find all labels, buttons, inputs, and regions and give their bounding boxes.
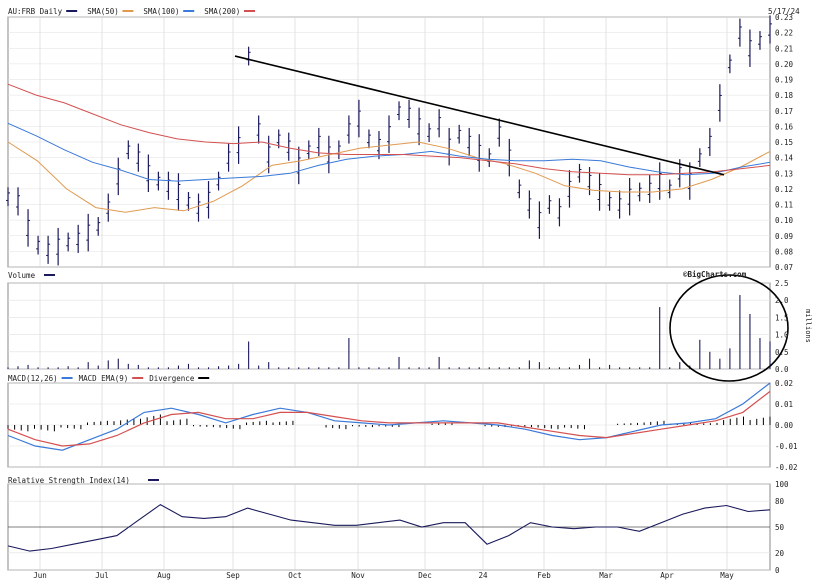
y-tick-label: 2.5 xyxy=(775,279,789,288)
x-tick-label: Mar xyxy=(599,571,613,580)
x-tick-label: Feb xyxy=(537,571,551,580)
y-tick-label: 1.5 xyxy=(775,313,789,322)
sma-100-line xyxy=(7,122,771,182)
y-tick-label: 0.20 xyxy=(775,60,794,69)
y-tick-label: 0.09 xyxy=(775,232,793,241)
y-tick-label: 0.08 xyxy=(775,247,794,256)
y-tick-label: 0.13 xyxy=(775,169,793,178)
y-tick-label: 0.22 xyxy=(775,29,793,38)
macd-line xyxy=(7,382,771,451)
sma-50-line xyxy=(7,141,771,213)
y-axis-label: millions xyxy=(804,309,812,343)
y-tick-label: -0.01 xyxy=(775,442,798,451)
y-tick-label: 0.23 xyxy=(775,13,793,22)
y-tick-label: 0.14 xyxy=(775,154,794,163)
x-tick-label: Jun xyxy=(33,571,47,580)
y-tick-label: 0.17 xyxy=(775,107,793,116)
x-tick-label: Apr xyxy=(660,571,674,580)
y-tick-label: 80 xyxy=(775,497,785,506)
date-label: 5/17/24 xyxy=(768,7,800,16)
y-tick-label: 0.01 xyxy=(775,400,793,409)
y-tick-label: -0.02 xyxy=(775,463,798,472)
y-tick-label: 0.11 xyxy=(775,201,793,210)
y-tick-label: 0.15 xyxy=(775,138,793,147)
trendline-annotation xyxy=(234,55,725,176)
y-tick-label: 0.10 xyxy=(775,216,794,225)
x-tick-label: Jul xyxy=(95,571,109,580)
y-tick-label: 0.02 xyxy=(775,379,793,388)
y-tick-label: 50 xyxy=(775,523,785,532)
y-tick-label: 0.00 xyxy=(775,421,794,430)
y-tick-label: 100 xyxy=(775,480,789,489)
legend-label: SMA(100) xyxy=(143,7,179,16)
x-tick-label: Nov xyxy=(351,571,365,580)
y-tick-label: 0.16 xyxy=(775,122,794,131)
volume-circle-annotation xyxy=(669,274,789,382)
y-tick-label: 0 xyxy=(775,566,780,575)
x-tick-label: Sep xyxy=(226,571,240,580)
legend-label: AU:FRB Daily xyxy=(8,7,63,16)
x-tick-label: Dec xyxy=(418,571,432,580)
y-tick-label: 0.12 xyxy=(775,185,793,194)
y-tick-label: 0.0 xyxy=(775,365,789,374)
legend-label: SMA(200) xyxy=(204,7,240,16)
legend-label: Relative Strength Index(14) xyxy=(8,476,130,485)
y-tick-label: 20 xyxy=(775,549,785,558)
macd-ema-line xyxy=(7,390,771,447)
y-tick-label: 0.18 xyxy=(775,91,794,100)
legend-label: MACD(12,26) xyxy=(8,374,58,383)
volume-panel xyxy=(7,282,771,370)
x-tick-label: Oct xyxy=(288,571,302,580)
x-tick-label: May xyxy=(720,571,734,580)
y-tick-label: 0.5 xyxy=(775,348,789,357)
sma-200-line xyxy=(7,83,771,176)
x-tick-label: Aug xyxy=(157,571,171,580)
rsi-line xyxy=(7,503,771,552)
y-tick-label: 2.0 xyxy=(775,296,789,305)
y-tick-label: 0.19 xyxy=(775,76,793,85)
y-tick-label: 0.07 xyxy=(775,263,793,272)
legend-label: SMA(50) xyxy=(87,7,119,16)
x-tick-label: 24 xyxy=(478,571,488,580)
y-tick-label: 0.21 xyxy=(775,44,793,53)
y-tick-label: 1.0 xyxy=(775,331,789,340)
legend-label: MACD EMA(9) xyxy=(79,374,129,383)
legend-label: Divergence xyxy=(149,374,195,383)
legend-label: Volume xyxy=(8,271,36,280)
watermark: ©BigCharts.com xyxy=(683,270,747,279)
